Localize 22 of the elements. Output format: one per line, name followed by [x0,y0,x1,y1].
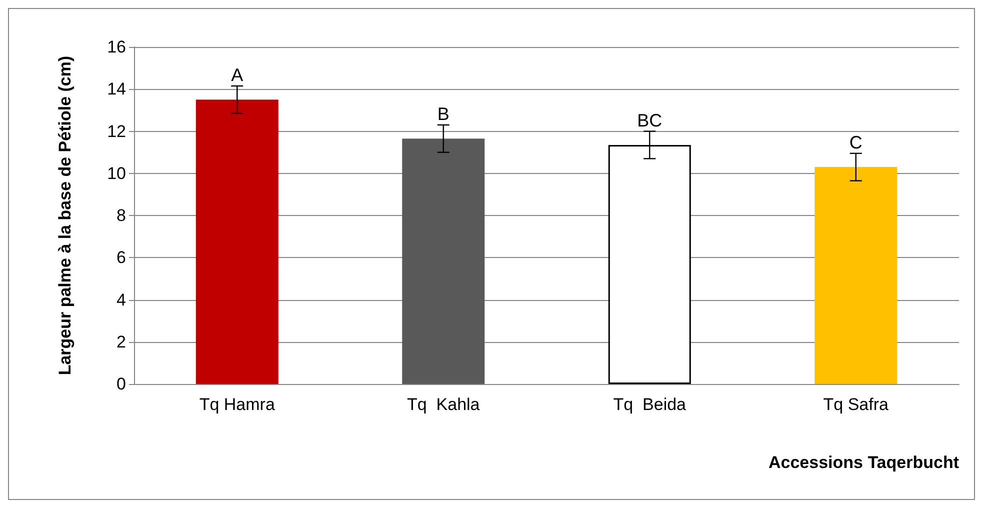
annotation: BC [637,110,662,130]
annotation: C [849,132,862,152]
x-tick-label: Tq Beida [613,395,687,414]
annotation: A [231,64,244,85]
y-tick-label: 6 [116,248,126,268]
y-tick-label: 4 [116,290,126,310]
bar [402,138,485,384]
x-axis-title: Accessions Taqerbucht [768,453,960,472]
bar [814,167,898,384]
y-tick-label: 0 [116,374,126,394]
y-tick-label: 8 [116,206,126,225]
y-tick-label: 16 [107,38,126,56]
x-tick-label: Tq Kahla [406,395,480,414]
x-tick-label: Tq Safra [823,395,890,414]
y-tick-label: 10 [107,164,126,183]
x-tick-label: Tq Hamra [199,395,276,414]
y-tick-label: 12 [107,122,126,141]
bar [196,100,278,384]
y-tick-label: 2 [116,332,126,352]
y-tick-label: 14 [107,80,126,99]
annotation: B [437,104,450,124]
y-axis-title: Largeur palme à la base de Pétiole (cm) [56,56,74,376]
